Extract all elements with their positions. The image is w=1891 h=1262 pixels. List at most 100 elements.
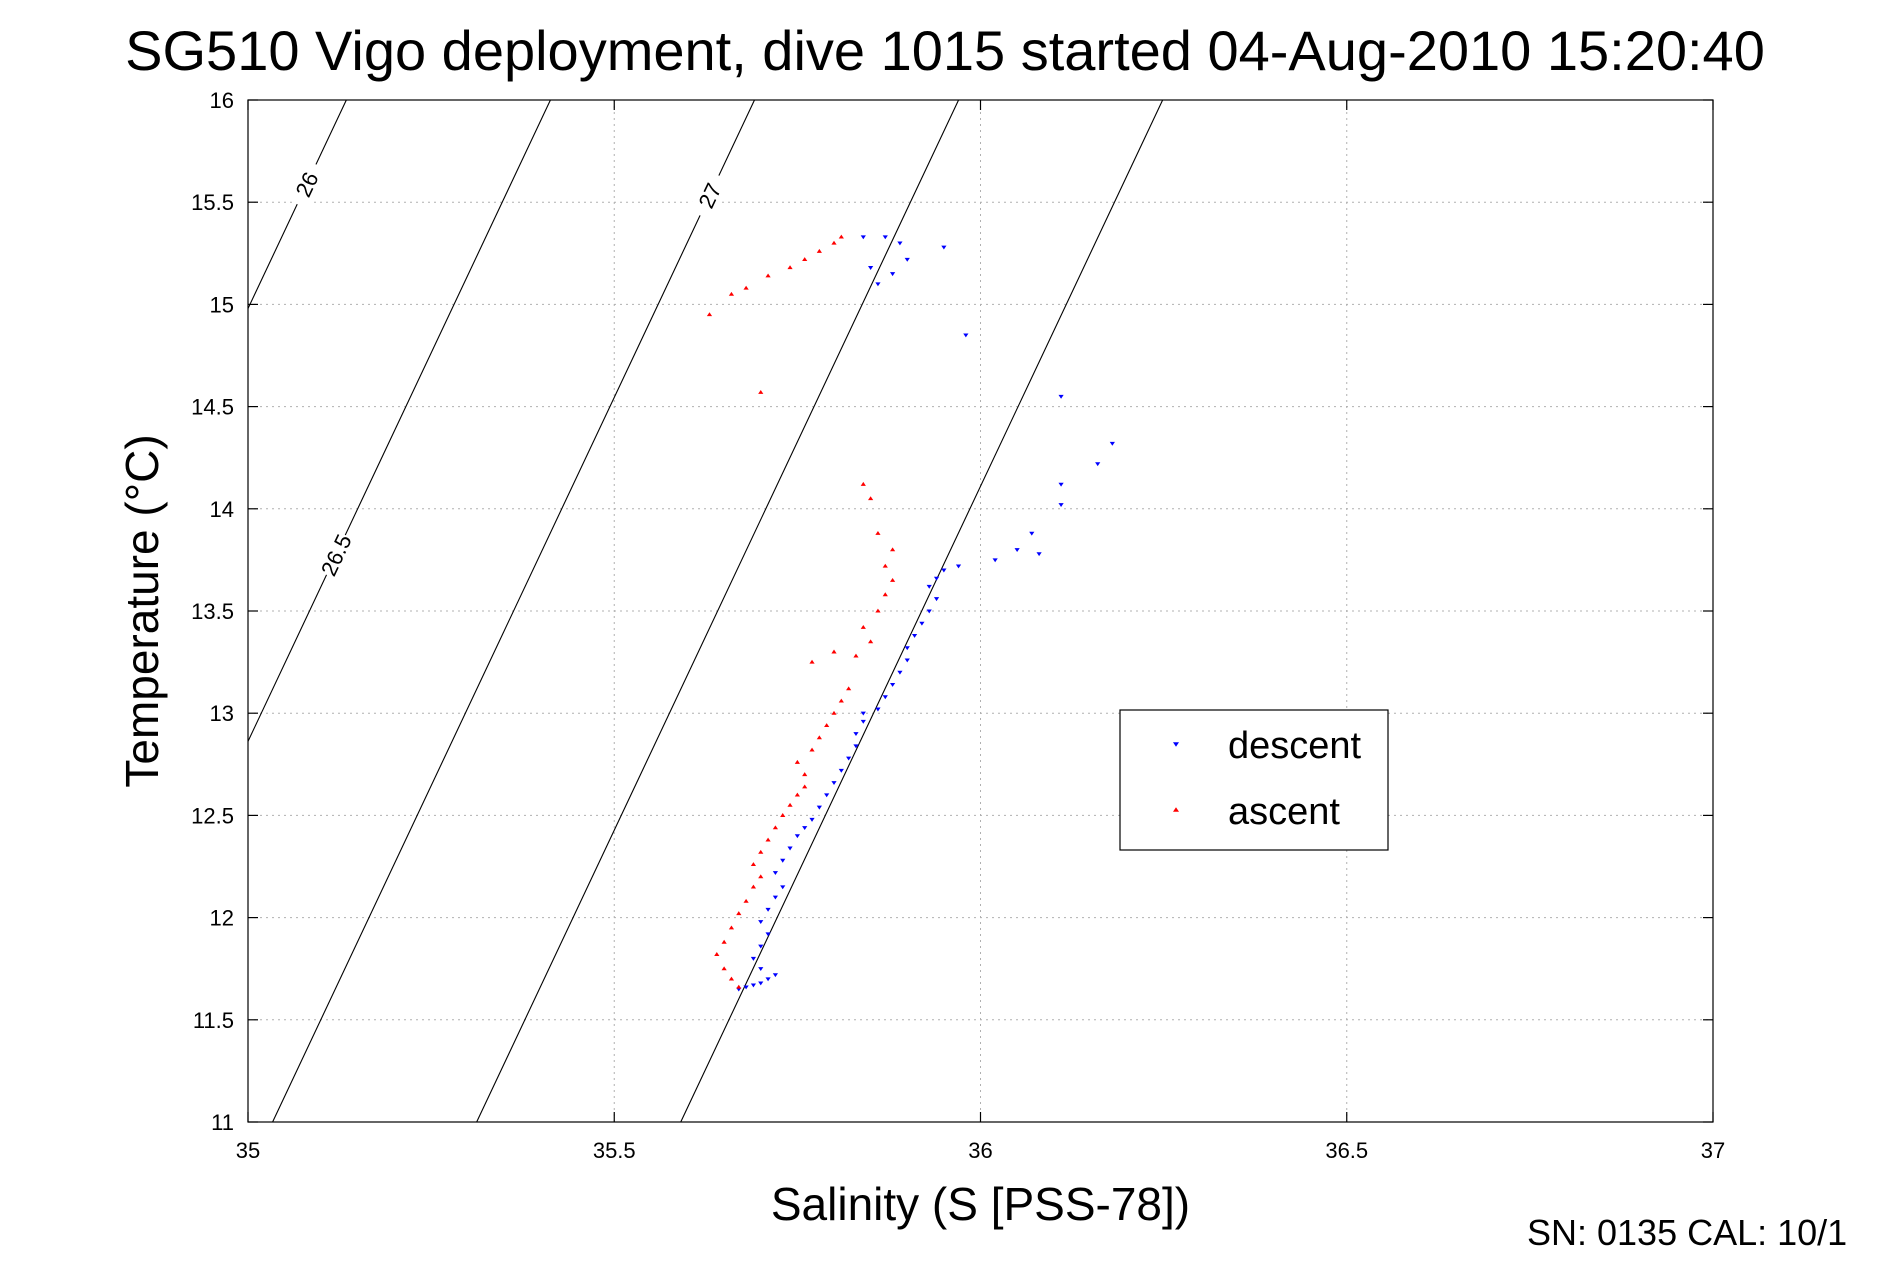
descent-point [868,266,874,270]
y-tick-label: 14.5 [191,395,234,420]
descent-point [904,658,910,663]
ascent-point [728,925,735,930]
descent-point [963,333,969,338]
descent-point [875,282,881,287]
x-tick-label: 35 [236,1138,260,1163]
descent-point [816,805,822,810]
descent-point [933,597,940,602]
legend-marker-ascent [1173,807,1179,812]
descent-point [926,609,932,614]
legend-box [1119,709,1389,851]
y-tick-label: 14 [210,497,234,522]
descent-point [926,584,932,589]
descent-point [1014,548,1020,553]
descent-point [1058,394,1064,399]
y-tick-label: 13.5 [191,599,234,624]
descent-point [882,695,888,700]
descent-point [875,707,881,712]
descent-point [1036,552,1042,557]
descent-point [992,558,998,563]
descent-point [1029,531,1035,536]
ascent-point [750,884,757,889]
descent-point [890,683,896,687]
ascent-point [882,563,888,568]
isopycnal-line [680,99,1164,1123]
descent-point [882,235,888,240]
isopycnal-line [247,99,551,742]
y-tick-label: 11.5 [193,1008,234,1033]
descent-point [897,241,903,246]
ascent-point [787,802,793,807]
chart-title: SG510 Vigo deployment, dive 1015 started… [125,19,1765,82]
descent-point [743,985,749,990]
descent-point [772,973,778,978]
y-axis-label: Temperature (°C) [116,434,168,787]
ascent-point [714,952,720,956]
ascent-point [721,939,727,944]
ascent-point [765,837,771,842]
descent-point [765,932,771,937]
legend-label-ascent: ascent [1228,791,1340,833]
ascent-point [816,735,822,740]
descent-point [787,846,793,851]
ascent-point [860,625,866,629]
ascent-point [846,686,852,691]
ascent-point [728,976,735,981]
ascent-point [794,792,800,797]
contour-label-bg [285,158,328,210]
ascent-point [758,874,764,879]
legend-marker-descent [1173,742,1179,747]
ascent-point [875,530,881,535]
descent-point [1058,482,1064,487]
grid [248,100,1713,1122]
x-tick-label: 36 [968,1138,992,1163]
ascent-point [802,784,808,789]
descent-point [765,907,771,912]
descent-point [772,895,778,900]
ascent-point [875,608,881,613]
ascent-point [721,966,727,971]
descent-point [758,944,764,949]
descent-point [860,711,866,716]
ascent-point [743,898,749,903]
descent-point [772,871,778,875]
descent-point [838,768,844,773]
descent-point [897,670,903,675]
descent-point [794,834,800,839]
descent-point [765,977,771,982]
descent-point [809,817,815,822]
ascent-point [706,312,713,317]
ascent-point [809,747,815,752]
descent-point [919,621,925,626]
x-tick-label: 36.5 [1325,1138,1368,1163]
ascent-point [824,723,830,728]
ascent-point [890,578,896,582]
descent-point [853,732,859,736]
ascent-point [758,849,764,854]
legend: descent ascent [1119,709,1389,851]
descent-point [904,646,910,651]
descent-point [758,967,764,972]
ascent-point [736,911,742,916]
x-tick-label: 37 [1701,1138,1725,1163]
data-points [706,234,1115,992]
descent-point [911,633,918,638]
descent-point [955,564,962,569]
ascent-point [743,285,749,290]
ascent-point [868,639,874,644]
descent-point [860,719,866,724]
ascent-point [750,862,757,867]
ascent-point [838,698,844,703]
y-tick-label: 12.5 [191,803,234,828]
ascent-point [736,984,742,989]
descent-point [1058,503,1064,508]
descent-point [824,793,830,798]
ascent-point [728,291,735,296]
descent-point [1109,441,1115,446]
ascent-point [831,649,837,654]
descent-point [853,744,859,749]
ascent-point [860,481,866,486]
descent-point [802,826,808,831]
ascent-point [838,234,844,239]
